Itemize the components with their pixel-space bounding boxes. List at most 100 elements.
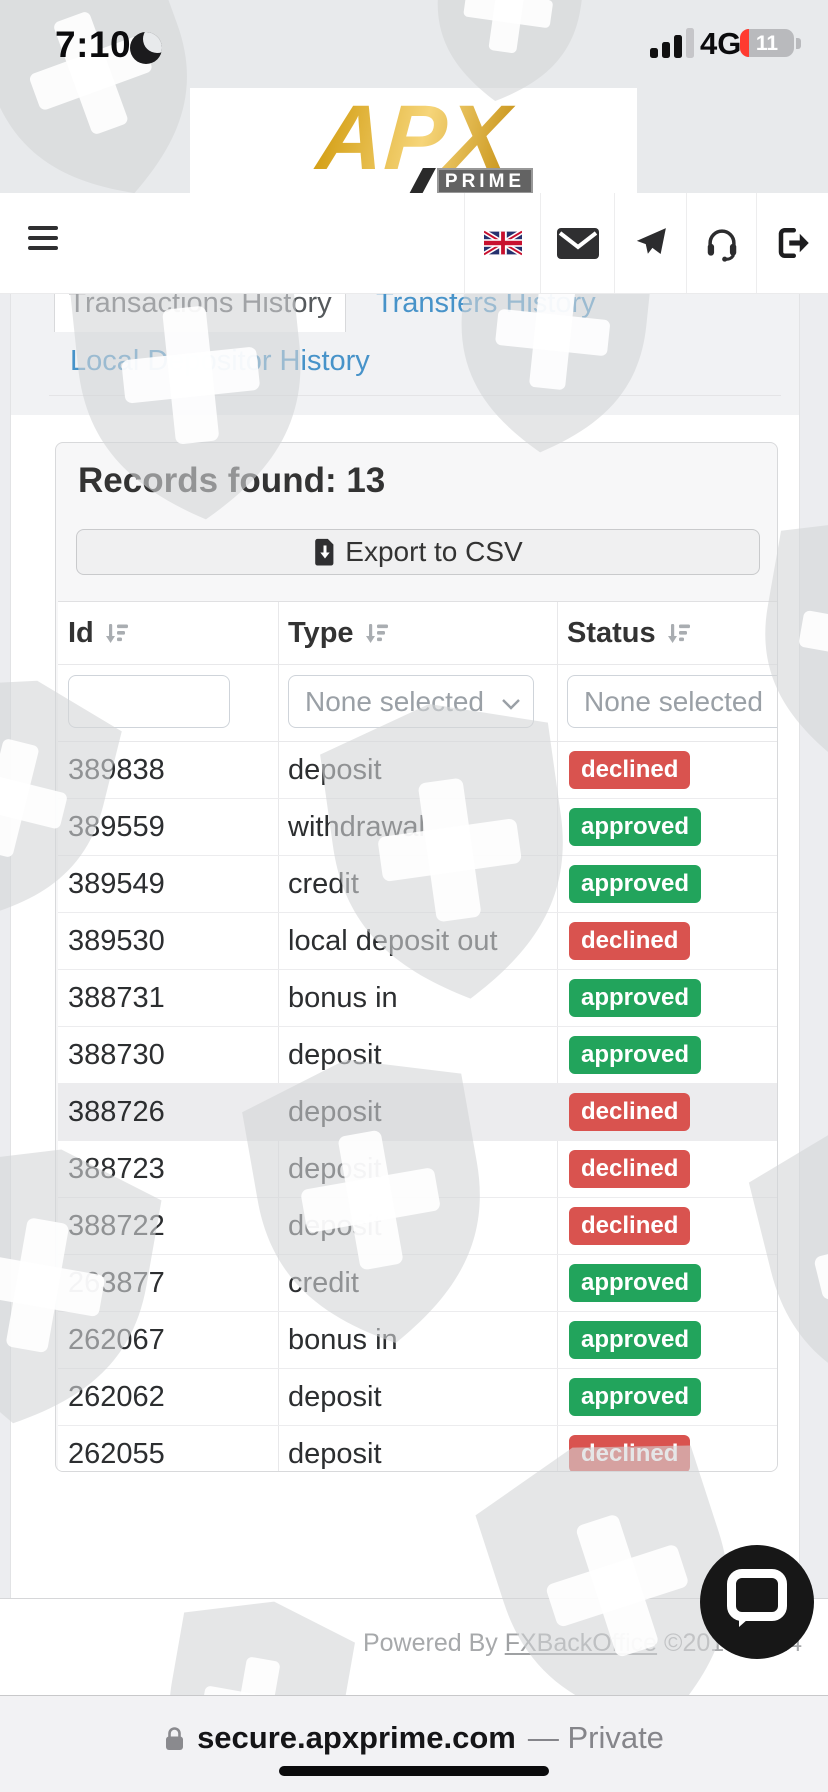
privacy-label: — Private: [527, 1720, 664, 1755]
row-status-cell: declined: [557, 1435, 777, 1471]
table-row[interactable]: 389530 local deposit out declined: [58, 913, 777, 970]
row-id: 263877: [68, 1266, 165, 1299]
chevron-down-icon: [502, 699, 520, 710]
sort-icon: [666, 620, 692, 646]
status-badge: declined: [569, 1207, 691, 1245]
status-badge: approved: [569, 865, 702, 903]
records-found-heading: Records found: 13: [78, 461, 386, 500]
language-flag-button[interactable]: [464, 193, 541, 293]
column-header-status[interactable]: Status: [557, 602, 777, 664]
send-button[interactable]: [614, 193, 687, 293]
chat-bubble-icon: [727, 1569, 787, 1627]
id-filter-input[interactable]: [68, 675, 230, 728]
status-badge: declined: [569, 1093, 691, 1131]
row-id: 389549: [68, 867, 165, 900]
row-id: 388726: [68, 1095, 165, 1128]
live-chat-button[interactable]: [700, 1545, 814, 1659]
row-status-cell: declined: [557, 922, 777, 960]
row-type: bonus in: [288, 1323, 398, 1356]
row-status-cell: approved: [557, 1321, 777, 1359]
tab-strip: Transactions History Transfers History L…: [11, 293, 799, 415]
uk-flag-icon: [484, 230, 522, 256]
type-filter-select[interactable]: None selected: [288, 675, 534, 728]
row-id: 388731: [68, 981, 165, 1014]
status-bar: 7:10 4G 11: [0, 0, 828, 88]
mail-button[interactable]: [540, 193, 615, 293]
row-type: deposit: [288, 1095, 382, 1128]
status-filter-select[interactable]: None selected: [567, 675, 777, 728]
address-bar[interactable]: secure.apxprime.com — Private: [0, 1720, 828, 1756]
tabs-divider: [49, 395, 781, 396]
logout-icon: [778, 228, 809, 258]
table-header-row: Id Type Status: [58, 601, 777, 665]
row-id: 389559: [68, 810, 165, 843]
table-row[interactable]: 262055 deposit declined: [58, 1426, 777, 1471]
row-id: 389838: [68, 753, 165, 786]
status-badge: approved: [569, 1378, 702, 1416]
menu-icon[interactable]: [28, 226, 58, 252]
column-header-type[interactable]: Type: [278, 602, 557, 664]
row-type: deposit: [288, 1380, 382, 1413]
status-badge: declined: [569, 922, 691, 960]
table-rows: 389838 deposit declined 389559 withdrawa…: [58, 742, 777, 1471]
tab-transfers-history[interactable]: Transfers History: [376, 293, 596, 319]
clock: 7:10: [55, 24, 132, 65]
status-badge: approved: [569, 808, 702, 846]
tab-transactions-history[interactable]: Transactions History: [54, 293, 346, 332]
row-type: bonus in: [288, 981, 398, 1014]
fxbackoffice-link[interactable]: FXBackOffice: [504, 1629, 658, 1657]
table-row[interactable]: 388726 deposit declined: [58, 1084, 777, 1141]
table-row[interactable]: 388730 deposit approved: [58, 1027, 777, 1084]
tab-local-depositor-history[interactable]: Local Depositor History: [70, 345, 370, 377]
table-row[interactable]: 389838 deposit declined: [58, 742, 777, 799]
logo: APX PRIME: [190, 87, 637, 194]
home-indicator[interactable]: [279, 1766, 549, 1776]
network-type: 4G: [700, 26, 742, 61]
table-row[interactable]: 262062 deposit approved: [58, 1369, 777, 1426]
table-row[interactable]: 388722 deposit declined: [58, 1198, 777, 1255]
battery-percent: 11: [755, 32, 779, 55]
row-type: deposit: [288, 1152, 382, 1185]
export-csv-button[interactable]: Export to CSV: [76, 529, 760, 575]
row-status-cell: declined: [557, 1093, 777, 1131]
row-id: 262067: [68, 1323, 165, 1356]
row-id: 262062: [68, 1380, 165, 1413]
content-panel: Transactions History Transfers History L…: [10, 293, 800, 1598]
status-badge: approved: [569, 1036, 702, 1074]
headset-icon: [707, 229, 737, 262]
row-type: deposit: [288, 753, 382, 786]
page-content: Transactions History Transfers History L…: [0, 293, 828, 1598]
row-status-cell: approved: [557, 1264, 777, 1302]
table-row[interactable]: 262067 bonus in approved: [58, 1312, 777, 1369]
status-badge: approved: [569, 979, 702, 1017]
status-badge: declined: [569, 1150, 691, 1188]
row-id: 389530: [68, 924, 165, 957]
transactions-table: Id Type Status: [58, 601, 777, 1471]
logout-button[interactable]: [756, 193, 828, 293]
file-download-icon: [315, 538, 334, 566]
table-row[interactable]: 389559 withdrawal approved: [58, 799, 777, 856]
column-header-id[interactable]: Id: [58, 602, 278, 664]
row-status-cell: declined: [557, 1150, 777, 1188]
moon-icon: [130, 32, 162, 64]
row-type: credit: [288, 867, 359, 900]
sort-icon: [364, 620, 390, 646]
table-row[interactable]: 263877 credit approved: [58, 1255, 777, 1312]
row-id: 262055: [68, 1437, 165, 1470]
row-id: 388730: [68, 1038, 165, 1071]
row-type: withdrawal: [288, 810, 425, 843]
row-status-cell: approved: [557, 979, 777, 1017]
signal-icon: [650, 28, 694, 58]
row-type: local deposit out: [288, 924, 498, 957]
table-row[interactable]: 389549 credit approved: [58, 856, 777, 913]
url-text: secure.apxprime.com: [197, 1720, 516, 1755]
row-status-cell: approved: [557, 865, 777, 903]
table-row[interactable]: 388731 bonus in approved: [58, 970, 777, 1027]
support-button[interactable]: [686, 193, 757, 293]
browser-bottom-bar: secure.apxprime.com — Private: [0, 1695, 828, 1792]
filter-row: None selected None selected: [58, 664, 777, 742]
table-row[interactable]: 388723 deposit declined: [58, 1141, 777, 1198]
row-status-cell: declined: [557, 1207, 777, 1245]
battery-nub: [796, 38, 801, 49]
row-status-cell: approved: [557, 808, 777, 846]
